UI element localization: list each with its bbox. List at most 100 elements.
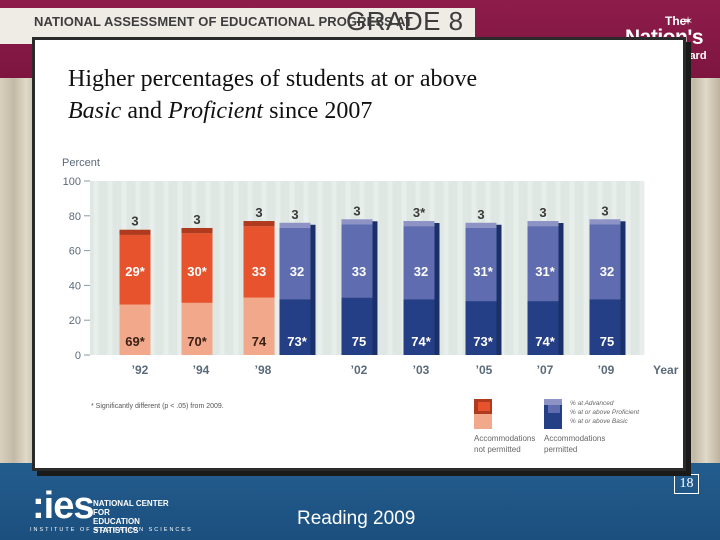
title-since: since 2007 xyxy=(263,98,373,124)
label-advanced-8: 3 xyxy=(601,203,608,218)
x-tick-label: ’02 xyxy=(351,363,368,377)
bar-proficient-6 xyxy=(465,227,497,302)
nces-line-1: NATIONAL CENTER FOR xyxy=(93,499,169,517)
x-tick-label: ’92 xyxy=(132,363,149,377)
label-basic-0: 69* xyxy=(125,334,145,349)
ies-subtitle: INSTITUTE OF EDUCATION SCIENCES xyxy=(30,527,193,533)
nces-line-2: EDUCATION STATISTICS xyxy=(93,517,140,535)
legend-swatch-yes-advanced xyxy=(544,399,562,405)
y-tick-label: 100 xyxy=(63,176,81,188)
x-tick-label: ’98 xyxy=(255,363,272,377)
legend-group-yes-line2: permitted xyxy=(544,445,577,454)
label-advanced-4: 3 xyxy=(353,203,360,218)
x-tick-label: ’07 xyxy=(537,363,554,377)
legend-swatch-not-basic xyxy=(474,414,492,429)
ies-logo: :ies xyxy=(32,485,94,527)
bar-basic-lower-8 xyxy=(589,299,621,355)
footer-band xyxy=(0,463,720,540)
label-basic-6: 73* xyxy=(473,334,493,349)
x-tick-label: ’03 xyxy=(413,363,430,377)
label-proficient-3: 32 xyxy=(290,264,304,279)
legend-item-2: % at or above Basic xyxy=(570,418,629,425)
legend-item-1: % at or above Proficient xyxy=(570,409,640,416)
label-basic-2: 74 xyxy=(252,334,267,349)
bar-advanced-6 xyxy=(465,222,497,228)
title-and: and xyxy=(121,98,168,124)
label-basic-3: 73* xyxy=(287,334,307,349)
bar-proficient-4 xyxy=(341,224,373,298)
title-proficient: Proficient xyxy=(167,98,264,124)
bar-edge-5 xyxy=(434,223,440,355)
y-tick-label: 0 xyxy=(75,350,81,362)
nces-logo-text: NATIONAL CENTER FOR EDUCATION STATISTICS xyxy=(93,499,173,535)
bar-basic-lower-5 xyxy=(403,299,435,355)
label-proficient-7: 31* xyxy=(535,264,555,279)
grade-header-text: GRADE 8 xyxy=(346,6,464,36)
bar-advanced-7 xyxy=(527,221,559,227)
label-basic-4: 75 xyxy=(352,334,366,349)
bar-proficient-5 xyxy=(403,226,435,300)
legend-group-yes-line1: Accommodations xyxy=(544,434,605,443)
legend-group-not-line2: not permitted xyxy=(474,445,521,454)
bar-advanced-0 xyxy=(119,229,151,235)
legend-swatch-not-proficient xyxy=(478,402,490,411)
label-proficient-0: 29* xyxy=(125,264,145,279)
y-tick-label: 20 xyxy=(69,315,81,327)
bar-edge-7 xyxy=(558,223,564,355)
label-advanced-7: 3 xyxy=(539,205,546,220)
bar-proficient-7 xyxy=(527,226,559,302)
bar-basic-lower-4 xyxy=(341,297,373,355)
legend-item-0: % at Advanced xyxy=(570,400,614,407)
bar-proficient-0 xyxy=(119,234,151,305)
label-advanced-3: 3 xyxy=(291,207,298,222)
label-basic-8: 75 xyxy=(600,334,614,349)
label-proficient-6: 31* xyxy=(473,264,493,279)
label-basic-7: 74* xyxy=(535,334,555,349)
bar-basic-lower-3 xyxy=(279,299,311,355)
bar-basic-lower-1 xyxy=(181,302,213,355)
bar-proficient-3 xyxy=(279,227,311,300)
y-tick-label: 60 xyxy=(69,246,81,258)
label-proficient-5: 32 xyxy=(414,264,428,279)
label-advanced-0: 3 xyxy=(131,214,138,229)
label-advanced-6: 3 xyxy=(477,207,484,222)
label-proficient-8: 32 xyxy=(600,264,614,279)
chart-title: Higher percentages of students at or abo… xyxy=(68,63,477,127)
chart-title-line-2: Basic and Proficient since 2007 xyxy=(68,95,477,127)
chart-title-line-1: Higher percentages of students at or abo… xyxy=(68,66,478,92)
legend-swatch-yes-proficient xyxy=(548,405,560,413)
footnote: * Significantly different (p < .05) from… xyxy=(91,403,224,410)
x-tick-label: ’09 xyxy=(598,363,615,377)
bar-proficient-8 xyxy=(589,224,621,300)
bar-advanced-5 xyxy=(403,221,435,227)
title-basic: Basic xyxy=(68,98,122,124)
bar-proficient-2 xyxy=(243,226,275,298)
bar-edge-4 xyxy=(372,221,378,355)
page-number: 18 xyxy=(674,474,699,494)
label-advanced-5: 3* xyxy=(413,205,426,220)
label-proficient-2: 33 xyxy=(252,264,266,279)
bar-advanced-8 xyxy=(589,219,621,225)
x-tick-label: ’05 xyxy=(476,363,493,377)
bar-basic-lower-2 xyxy=(243,297,275,355)
legend-group-not-line1: Accommodations xyxy=(474,434,535,443)
bar-advanced-1 xyxy=(181,227,213,234)
x-axis-label: Year xyxy=(653,363,679,377)
bar-edge-8 xyxy=(620,221,626,355)
bar-advanced-4 xyxy=(341,219,373,225)
label-advanced-2: 3 xyxy=(255,205,262,220)
bar-basic-lower-0 xyxy=(119,304,151,355)
label-basic-1: 70* xyxy=(187,334,207,349)
bar-basic-lower-6 xyxy=(465,301,497,355)
label-proficient-1: 30* xyxy=(187,264,207,279)
bar-advanced-2 xyxy=(243,221,275,227)
bar-edge-6 xyxy=(496,224,502,355)
bar-basic-lower-7 xyxy=(527,301,559,355)
report-title: Reading 2009 xyxy=(297,508,416,529)
logo-the: The xyxy=(665,14,687,28)
y-tick-label: 80 xyxy=(69,211,81,223)
bar-proficient-1 xyxy=(181,233,213,303)
y-tick-label: 40 xyxy=(69,280,81,292)
x-tick-label: ’94 xyxy=(193,363,210,377)
